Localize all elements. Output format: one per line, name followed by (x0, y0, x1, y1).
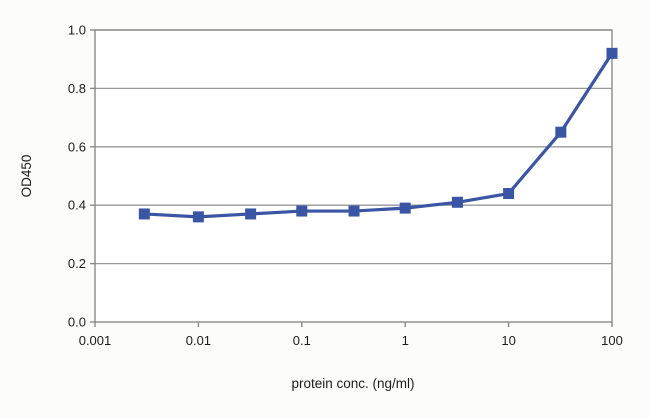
x-tick-label: 0.1 (293, 333, 311, 348)
data-point-marker (399, 202, 411, 214)
data-point-marker (555, 126, 567, 138)
y-tick-label: 0.0 (68, 315, 86, 330)
y-tick-label: 0.4 (68, 198, 86, 213)
data-point-marker (348, 205, 360, 217)
x-tick-label: 0.01 (186, 333, 211, 348)
y-axis-title: OD450 (19, 155, 34, 198)
x-tick-label: 1 (402, 333, 409, 348)
plot-border (94, 29, 613, 323)
data-point-marker (138, 208, 150, 220)
y-tick-label: 0.2 (68, 256, 86, 271)
y-tick-label: 0.6 (68, 139, 86, 154)
plot-background (95, 30, 612, 322)
data-series-line (142, 51, 614, 219)
x-tick-label: 100 (601, 333, 623, 348)
data-point-marker (245, 208, 257, 220)
data-point-marker (296, 205, 308, 217)
data-point-marker (451, 196, 463, 208)
data-point-marker (503, 188, 515, 200)
x-tick-label: 10 (501, 333, 515, 348)
y-tick-label: 0.8 (68, 81, 86, 96)
data-point-marker (606, 47, 618, 59)
x-tick-label: 0.001 (79, 333, 112, 348)
plot-area: 0.0 0.2 0.4 0.6 0.8 1.0 0.001 0.01 0.1 1 10 100 (68, 23, 623, 349)
y-tick-label: 1.0 (68, 23, 86, 38)
data-point-marker (192, 211, 204, 223)
x-axis-title: protein conc. (ng/ml) (291, 376, 414, 391)
